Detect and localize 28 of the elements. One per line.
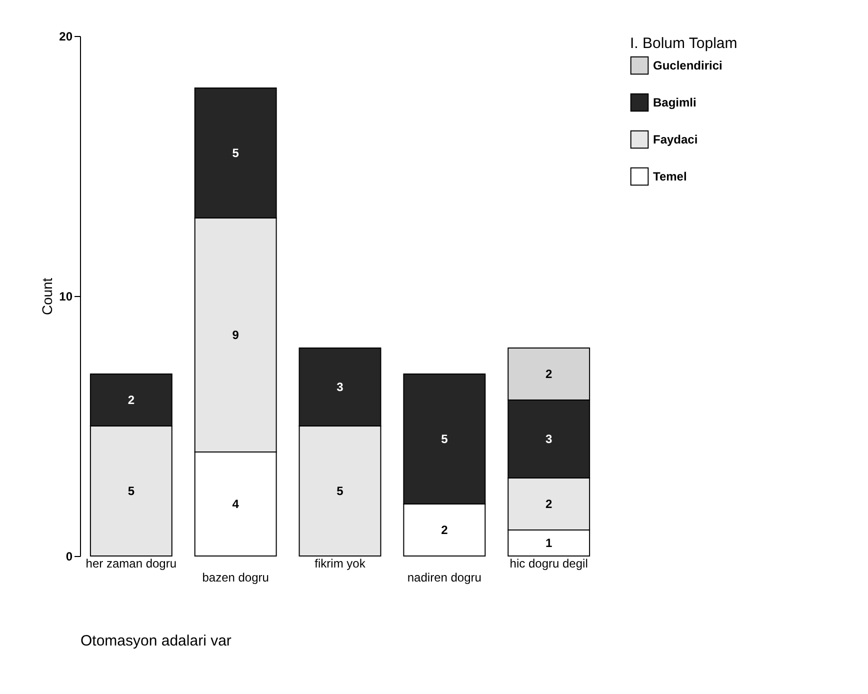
x-axis-title: Otomasyon adalari var <box>80 632 232 650</box>
x-tick-label: hic dogru degil <box>510 556 588 570</box>
y-tick-label: 0 <box>66 550 73 564</box>
data-label: 2 <box>545 497 552 511</box>
data-label: 5 <box>232 146 240 160</box>
data-label: 5 <box>128 484 135 498</box>
legend-label: Guclendirici <box>653 58 722 72</box>
data-label: 2 <box>545 367 552 381</box>
y-tick-label: 10 <box>59 290 73 304</box>
x-tick-label: nadiren dogru <box>407 570 482 584</box>
data-label: 2 <box>128 393 135 407</box>
data-label: 2 <box>441 523 448 537</box>
legend-label: Faydaci <box>653 132 698 146</box>
data-label: 1 <box>545 536 552 550</box>
data-label: 3 <box>545 432 552 446</box>
legend-label: Temel <box>653 170 687 184</box>
data-label: 5 <box>336 484 344 498</box>
data-label: 9 <box>232 328 240 342</box>
data-label: 3 <box>336 380 344 394</box>
x-tick-label: bazen dogru <box>202 570 269 584</box>
y-tick-label: 20 <box>59 30 73 44</box>
legend-label: Bagimli <box>653 96 696 110</box>
x-tick-label: her zaman dogru <box>86 556 177 570</box>
x-tick-label: fikrim yok <box>314 556 366 570</box>
legend-title: I. Bolum Toplam <box>630 35 738 52</box>
data-label: 4 <box>232 497 240 511</box>
data-label: 5 <box>441 432 448 446</box>
y-axis-title: Count <box>39 278 56 316</box>
